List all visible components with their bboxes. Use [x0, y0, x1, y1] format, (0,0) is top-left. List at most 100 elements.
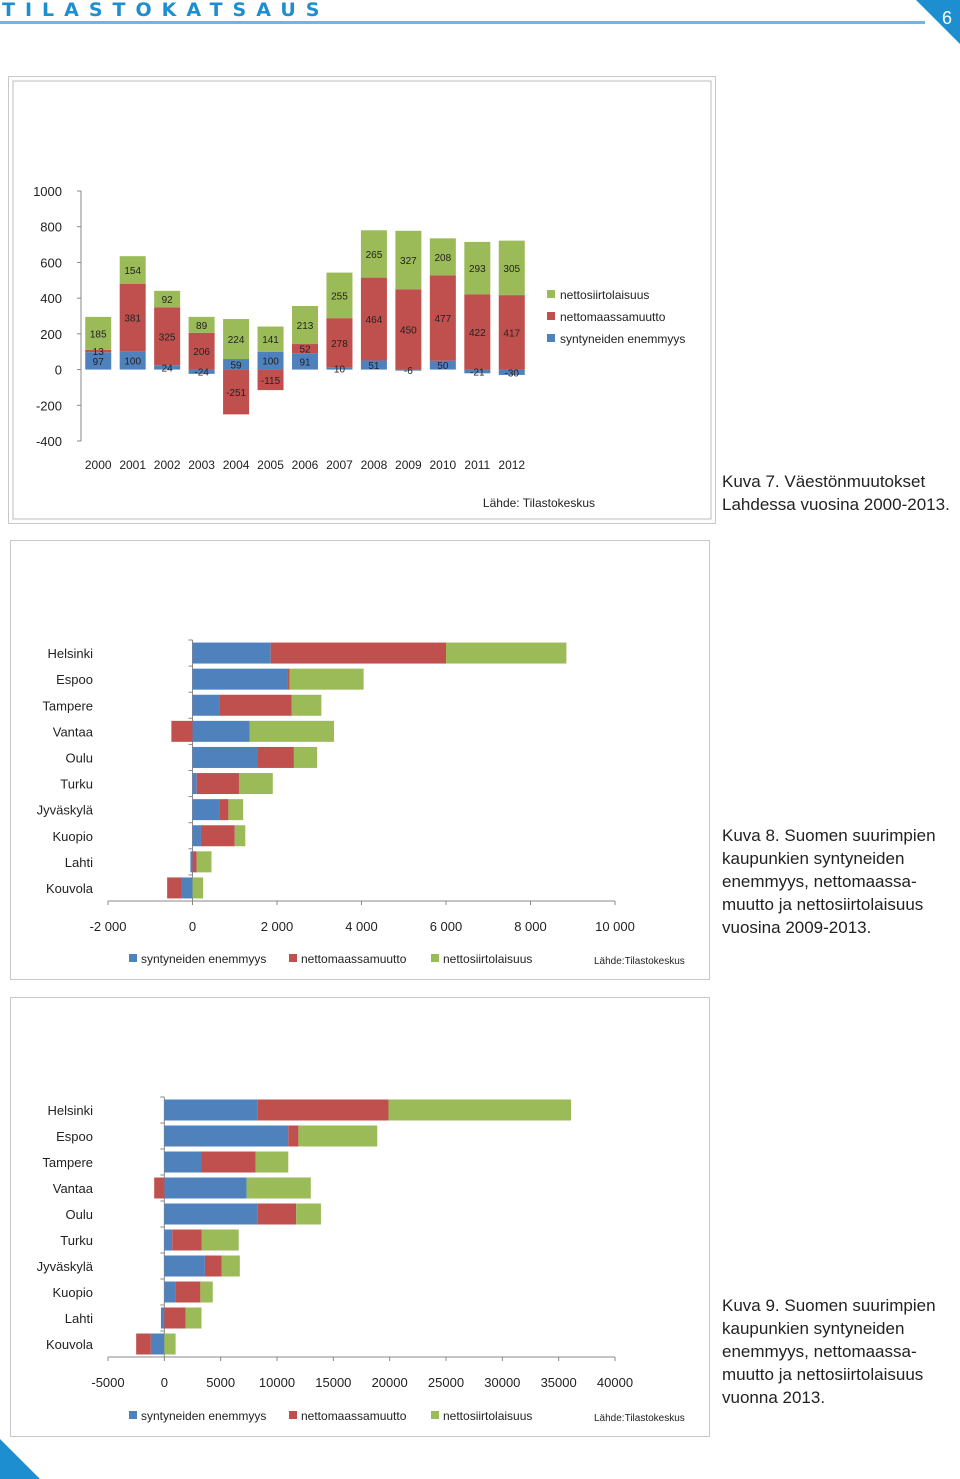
- bar-segment: [429, 360, 456, 370]
- bar-segment: [164, 1151, 202, 1173]
- data-label: 10: [334, 365, 346, 376]
- bar-segment: [464, 294, 491, 370]
- bar-segment: [192, 877, 204, 899]
- x-tick-label: 2000: [85, 458, 112, 472]
- x-tick-label: -5000: [91, 1375, 124, 1390]
- bar-segment: [201, 1229, 239, 1251]
- caption-kuva8-line4: muutto ja nettosiirtolaisuus: [722, 895, 924, 914]
- bar-segment: [388, 1099, 572, 1121]
- bar-segment: [360, 360, 387, 370]
- y-tick-label: -200: [36, 398, 62, 413]
- bar-segment: [164, 1099, 258, 1121]
- bar-segment: [293, 746, 318, 768]
- bar-segment: [249, 720, 335, 742]
- bar-segment: [223, 369, 250, 415]
- bar-segment: [292, 306, 318, 345]
- bar-segment: [188, 316, 215, 333]
- bar-segment: [185, 1307, 202, 1329]
- category-label: Kouvola: [46, 1337, 94, 1352]
- bar-segment: [119, 256, 146, 284]
- x-tick-label: 40000: [597, 1375, 633, 1390]
- x-tick-label: 15000: [315, 1375, 351, 1390]
- data-label: 206: [193, 347, 210, 358]
- data-label: 293: [469, 264, 486, 275]
- data-label: 381: [124, 314, 141, 325]
- bar-segment: [201, 1151, 256, 1173]
- bar-segment: [119, 351, 146, 370]
- bar-segment: [164, 1281, 176, 1303]
- bar-segment: [200, 1281, 213, 1303]
- legend-label: nettosiirtolaisuus: [443, 952, 532, 966]
- y-tick-label: 400: [40, 291, 62, 306]
- data-label: 422: [469, 328, 486, 339]
- data-label: -21: [470, 367, 485, 378]
- data-label: -115: [261, 376, 281, 387]
- bar-segment: [223, 319, 250, 360]
- category-label: Turku: [60, 1233, 93, 1248]
- legend-label: nettomaassamuutto: [560, 310, 666, 324]
- data-label: -251: [226, 388, 246, 399]
- data-label: 100: [124, 357, 141, 368]
- data-label: 278: [331, 339, 348, 350]
- category-label: Lahti: [65, 855, 93, 870]
- source-label: Lähde:Tilastokeskus: [594, 1413, 685, 1424]
- caption-kuva8-line3: enemmyys, nettomaassa-: [722, 872, 917, 891]
- legend-swatch: [129, 1411, 137, 1419]
- data-label: 141: [262, 335, 279, 346]
- bar-segment: [429, 238, 456, 276]
- bar-segment: [255, 1151, 289, 1173]
- category-label: Oulu: [66, 750, 93, 765]
- bar-segment: [238, 773, 273, 795]
- data-label: 92: [162, 295, 174, 306]
- bar-segment: [292, 344, 318, 354]
- bar-segment: [257, 351, 284, 370]
- data-label: 265: [366, 250, 383, 261]
- legend-label: nettosiirtolaisuus: [560, 288, 649, 302]
- legend-label: syntyneiden enemmyys: [141, 952, 266, 966]
- plot-frame: [12, 80, 712, 520]
- bar-segment: [154, 1177, 165, 1199]
- bar-segment: [196, 773, 239, 795]
- category-label: Tampere: [42, 1155, 93, 1170]
- legend-label: nettomaassamuutto: [301, 952, 407, 966]
- bar-segment: [234, 825, 246, 847]
- caption-kuva9-line5: vuonna 2013.: [722, 1388, 826, 1407]
- data-label: 208: [435, 253, 452, 264]
- bar-segment: [257, 1203, 297, 1225]
- legend-swatch: [547, 290, 555, 298]
- category-label: Tampere: [42, 698, 93, 713]
- data-label: -30: [505, 368, 520, 379]
- bar-segment: [228, 799, 244, 821]
- caption-kuva8: Kuva 8. Suomen suurimpien kaupunkien syn…: [722, 824, 936, 939]
- bar-segment: [192, 746, 258, 768]
- legend-swatch: [547, 334, 555, 342]
- bar-segment: [192, 773, 197, 795]
- y-tick-label: 0: [55, 363, 62, 378]
- bar-segment: [287, 668, 290, 690]
- data-label: 327: [400, 256, 417, 267]
- bar-segment: [223, 359, 250, 370]
- bar-segment: [192, 799, 220, 821]
- category-label: Lahti: [65, 1311, 93, 1326]
- bar-segment: [85, 316, 112, 350]
- bar-segment: [257, 326, 284, 352]
- data-label: 91: [299, 357, 311, 368]
- x-tick-label: 2009: [395, 458, 422, 472]
- bar-segment: [246, 1177, 311, 1199]
- x-tick-label: 2011: [464, 458, 490, 472]
- data-label: 59: [231, 360, 243, 371]
- data-label: 464: [366, 315, 383, 326]
- caption-kuva7-line2: Lahdessa vuosina 2000-2013.: [722, 495, 950, 514]
- bar-segment: [171, 720, 193, 742]
- x-tick-label: 2 000: [261, 919, 294, 934]
- data-label: -24: [194, 368, 209, 379]
- y-tick-label: 200: [40, 327, 62, 342]
- data-label: 24: [162, 363, 174, 374]
- x-tick-label: 6 000: [430, 919, 463, 934]
- data-label: 417: [503, 328, 520, 339]
- bar-segment: [164, 1177, 247, 1199]
- x-tick-label: 2006: [292, 458, 319, 472]
- bar-segment: [190, 851, 193, 873]
- caption-kuva7-line1: Kuva 7. Väestönmuutokset: [722, 472, 926, 491]
- bar-segment: [446, 642, 567, 664]
